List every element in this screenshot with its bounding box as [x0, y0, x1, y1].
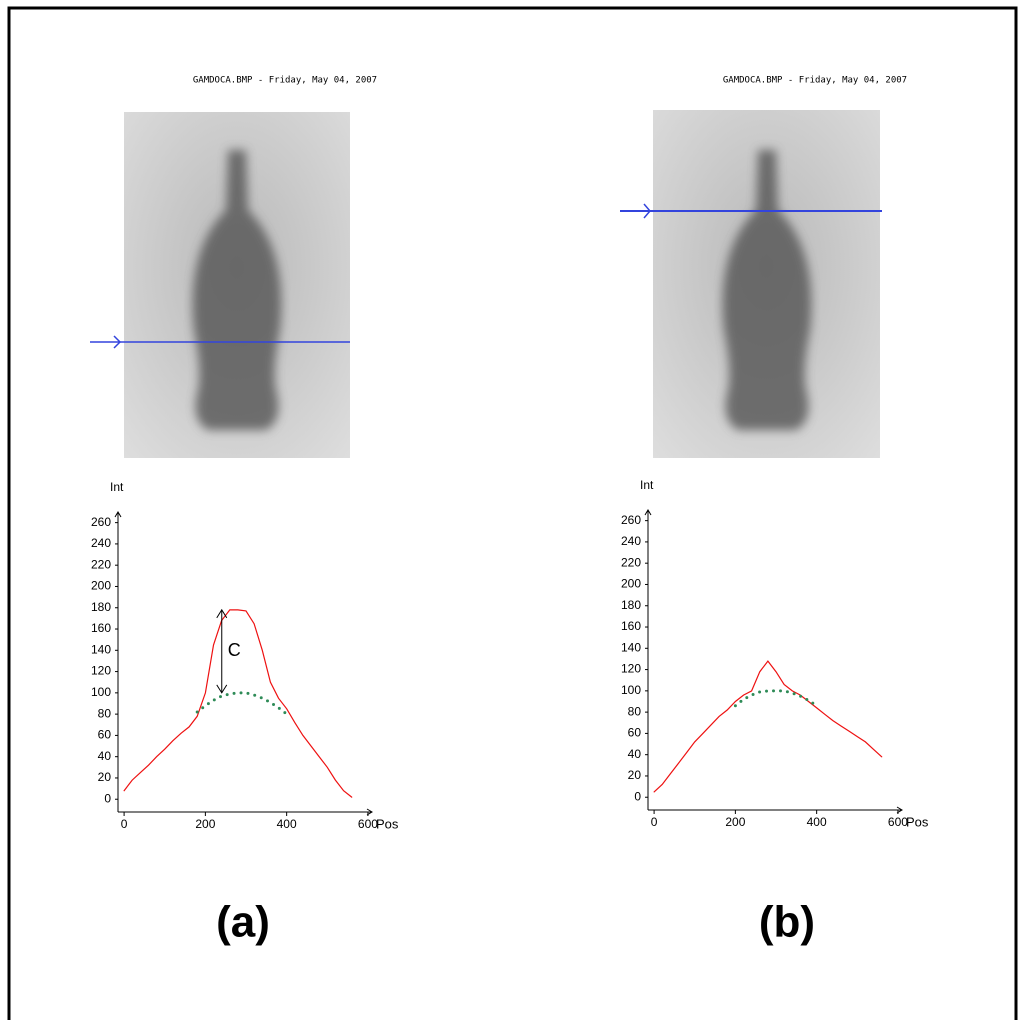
y-tick-label: 220	[91, 557, 111, 571]
y-axis-label: Int	[110, 480, 124, 494]
y-tick-label: 240	[91, 536, 111, 550]
x-tick-label: 0	[651, 815, 658, 829]
y-tick-label: 80	[628, 704, 642, 718]
y-tick-label: 0	[634, 789, 641, 803]
y-tick-label: 180	[91, 600, 111, 614]
axis-arrow	[896, 806, 903, 814]
x-axis-label: Pos	[906, 814, 929, 829]
y-tick-label: 160	[621, 619, 641, 633]
x-tick-label: 200	[725, 815, 745, 829]
y-tick-label: 140	[91, 642, 111, 656]
y-tick-label: 80	[98, 706, 112, 720]
y-tick-label: 240	[621, 534, 641, 548]
y-tick-label: 200	[621, 577, 641, 591]
axis-arrow	[366, 808, 373, 816]
y-tick-label: 120	[621, 662, 641, 676]
x-tick-label: 400	[277, 817, 297, 831]
profile-line	[123, 609, 353, 798]
y-tick-label: 100	[621, 683, 641, 697]
y-tick-label: 0	[104, 791, 111, 805]
y-tick-label: 140	[621, 640, 641, 654]
x-tick-label: 400	[807, 815, 827, 829]
y-tick-label: 120	[91, 664, 111, 678]
image-caption: GAMDOCA.BMP - Friday, May 04, 2007	[723, 76, 907, 86]
y-tick-label: 20	[98, 770, 112, 784]
panel-label: (a)	[216, 898, 270, 947]
frame	[7, 6, 1018, 1020]
x-tick-label: 600	[358, 817, 378, 831]
y-tick-label: 40	[628, 747, 642, 761]
x-tick-label: 200	[195, 817, 215, 831]
xray-image	[620, 110, 882, 458]
y-tick-label: 200	[91, 579, 111, 593]
x-tick-label: 600	[888, 815, 908, 829]
panel-label: (b)	[759, 898, 815, 947]
axis-arrow	[114, 511, 122, 518]
xray-image	[90, 112, 350, 458]
y-tick-label: 60	[98, 728, 112, 742]
arrow-head	[216, 608, 228, 694]
y-axis-label: Int	[640, 478, 654, 492]
y-tick-label: 260	[91, 515, 111, 529]
y-tick-label: 60	[628, 726, 642, 740]
y-tick-label: 100	[91, 685, 111, 699]
y-tick-label: 260	[621, 513, 641, 527]
image-caption: GAMDOCA.BMP - Friday, May 04, 2007	[193, 76, 377, 86]
y-tick-label: 20	[628, 768, 642, 782]
y-tick-label: 160	[91, 621, 111, 635]
y-tick-label: 40	[98, 749, 112, 763]
axis-arrow	[644, 509, 652, 516]
annotation-label: C	[228, 640, 241, 660]
x-tick-label: 0	[121, 817, 128, 831]
profile-line	[653, 660, 883, 793]
y-tick-label: 180	[621, 598, 641, 612]
profile-line	[195, 691, 289, 716]
y-tick-label: 220	[621, 555, 641, 569]
x-axis-label: Pos	[376, 816, 399, 831]
